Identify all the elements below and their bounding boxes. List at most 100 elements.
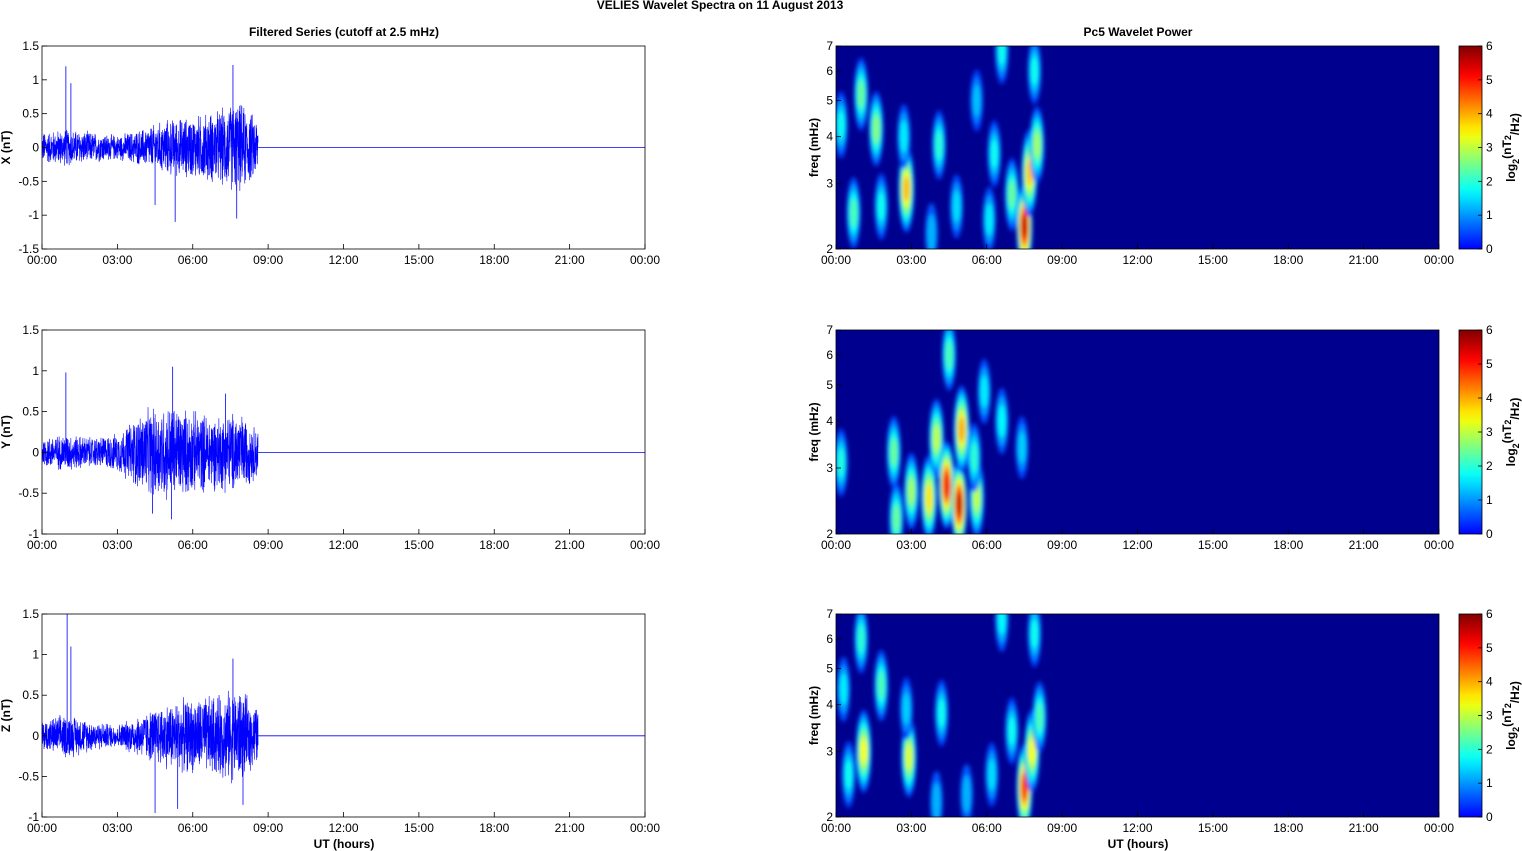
series-x-xtick-label: 00:00 bbox=[630, 253, 660, 267]
series-y-xtick-label: 03:00 bbox=[102, 538, 132, 552]
power-z-xtick-label: 06:00 bbox=[972, 821, 1002, 835]
power-y-xtick-label: 18:00 bbox=[1273, 538, 1303, 552]
right-column-title: Pc5 Wavelet Power bbox=[1084, 25, 1193, 39]
power-y-colorbar-tick-label: 1 bbox=[1486, 493, 1493, 507]
series-x-ytick-label: 1 bbox=[32, 73, 39, 87]
series-x-ytick-label: 1.5 bbox=[22, 39, 39, 53]
power-y-blob bbox=[892, 504, 900, 533]
power-y-blob bbox=[1018, 431, 1026, 464]
series-z-xtick-label: 00:00 bbox=[27, 821, 57, 835]
power-z-blob bbox=[1035, 702, 1044, 733]
series-z-xtick-label: 21:00 bbox=[555, 821, 585, 835]
power-x-blob bbox=[903, 176, 910, 202]
power-x-blob bbox=[1021, 215, 1028, 238]
power-x-ytick-label: 3 bbox=[826, 176, 833, 190]
power-x-colorbar-label: log2(nT2/Hz) bbox=[1500, 113, 1522, 182]
power-z-colorbar-label: log2(nT2/Hz) bbox=[1500, 681, 1522, 750]
series-x-xtick-label: 06:00 bbox=[178, 253, 208, 267]
power-z-xtick-label: 15:00 bbox=[1198, 821, 1228, 835]
power-x-ytick-label: 6 bbox=[826, 64, 833, 78]
power-y-blob bbox=[908, 478, 915, 505]
colorbar-label-part: log bbox=[1504, 448, 1518, 466]
series-y-xtick-label: 09:00 bbox=[253, 538, 283, 552]
series-y-ytick-label: 1 bbox=[32, 364, 39, 378]
power-y-xtick-label: 00:00 bbox=[1424, 538, 1454, 552]
left-xlabel: UT (hours) bbox=[314, 837, 375, 851]
power-x-colorbar-tick-label: 0 bbox=[1486, 242, 1493, 256]
power-x-xtick-label: 09:00 bbox=[1047, 253, 1077, 267]
power-y-colorbar-tick-label: 4 bbox=[1486, 391, 1493, 405]
power-y-blob bbox=[970, 442, 978, 473]
power-x-xtick-label: 12:00 bbox=[1122, 253, 1152, 267]
power-x-blob bbox=[998, 46, 1006, 66]
power-z-blob bbox=[905, 743, 913, 771]
power-x-xtick-label: 00:00 bbox=[1424, 253, 1454, 267]
power-z-ytick-label: 5 bbox=[826, 662, 833, 676]
power-y-colorbar-label: log2(nT2/Hz) bbox=[1500, 398, 1522, 467]
left-column-title: Filtered Series (cutoff at 2.5 mHz) bbox=[249, 25, 439, 39]
power-z-ytick-label: 6 bbox=[826, 632, 833, 646]
power-x-blob bbox=[837, 110, 845, 140]
power-z-blob bbox=[902, 692, 911, 725]
power-y-ytick-label: 7 bbox=[826, 323, 833, 337]
power-x-ytick-label: 4 bbox=[826, 130, 833, 144]
series-x-ytick-label: -1 bbox=[28, 208, 39, 222]
series-z-ytick-label: -0.5 bbox=[18, 769, 39, 783]
power-z-colorbar-tick-label: 3 bbox=[1486, 709, 1493, 723]
series-y-xtick-label: 12:00 bbox=[328, 538, 358, 552]
colorbar-label-part: log bbox=[1504, 732, 1518, 750]
series-y-plot-area bbox=[42, 330, 645, 534]
power-z-blob bbox=[844, 760, 853, 789]
figure-title: VELIES Wavelet Spectra on 11 August 2013 bbox=[597, 0, 844, 12]
power-y-ytick-label: 2 bbox=[826, 527, 833, 541]
power-z-background bbox=[836, 614, 1439, 817]
power-z-ytick-label: 2 bbox=[826, 810, 833, 824]
power-x-xtick-label: 15:00 bbox=[1198, 253, 1228, 267]
power-x-colorbar-tick-label: 6 bbox=[1486, 39, 1493, 53]
power-y-blob bbox=[956, 493, 963, 516]
power-z-xtick-label: 21:00 bbox=[1349, 821, 1379, 835]
power-y-blob bbox=[890, 438, 898, 467]
power-y-xtick-label: 03:00 bbox=[896, 538, 926, 552]
power-z-blob bbox=[857, 624, 865, 654]
series-z-ytick-label: -1 bbox=[28, 810, 39, 824]
power-z-blobs bbox=[836, 614, 1047, 817]
power-z-blob bbox=[1008, 716, 1016, 746]
series-y-xtick-label: 00:00 bbox=[630, 538, 660, 552]
series-y-ytick-label: -0.5 bbox=[18, 486, 39, 500]
power-z-ytick-label: 3 bbox=[826, 744, 833, 758]
power-z-blob bbox=[962, 775, 972, 814]
series-y-xtick-label: 00:00 bbox=[27, 538, 57, 552]
power-x-ylabel: freq (mHz) bbox=[807, 118, 821, 177]
power-x-ytick-label: 5 bbox=[826, 94, 833, 108]
power-z-ytick-label: 4 bbox=[826, 698, 833, 712]
power-z-blob bbox=[1021, 775, 1028, 800]
power-y-blob bbox=[943, 473, 950, 497]
colorbar-label-part: 2 bbox=[1511, 159, 1521, 164]
power-x-blob bbox=[899, 120, 908, 153]
series-x-xtick-label: 09:00 bbox=[253, 253, 283, 267]
series-x-xtick-label: 15:00 bbox=[404, 253, 434, 267]
series-x-xtick-label: 21:00 bbox=[555, 253, 585, 267]
power-z-blob bbox=[987, 758, 996, 791]
power-x-xtick-label: 03:00 bbox=[896, 253, 926, 267]
colorbar-label-part: 2 bbox=[1503, 420, 1513, 425]
colorbar-label-part: 2 bbox=[1511, 443, 1521, 448]
power-y-colorbar-tick-label: 0 bbox=[1486, 527, 1493, 541]
power-x-colorbar-tick-label: 5 bbox=[1486, 73, 1493, 87]
power-x-colorbar-tick-label: 4 bbox=[1486, 107, 1493, 121]
power-x-blob bbox=[985, 203, 994, 236]
series-z-xtick-label: 12:00 bbox=[328, 821, 358, 835]
power-z-xtick-label: 12:00 bbox=[1122, 821, 1152, 835]
power-z-xtick-label: 09:00 bbox=[1047, 821, 1077, 835]
power-z-colorbar-tick-label: 2 bbox=[1486, 742, 1493, 756]
series-y-ytick-label: 0.5 bbox=[22, 405, 39, 419]
series-y-xtick-label: 18:00 bbox=[479, 538, 509, 552]
colorbar-label-part: log bbox=[1504, 164, 1518, 182]
series-y-trace bbox=[41, 407, 259, 500]
power-y-xtick-label: 09:00 bbox=[1047, 538, 1077, 552]
power-y-blob bbox=[933, 425, 940, 452]
power-x-xtick-label: 06:00 bbox=[972, 253, 1002, 267]
power-z-blob bbox=[1030, 619, 1039, 649]
series-z-plot-area bbox=[42, 614, 645, 817]
